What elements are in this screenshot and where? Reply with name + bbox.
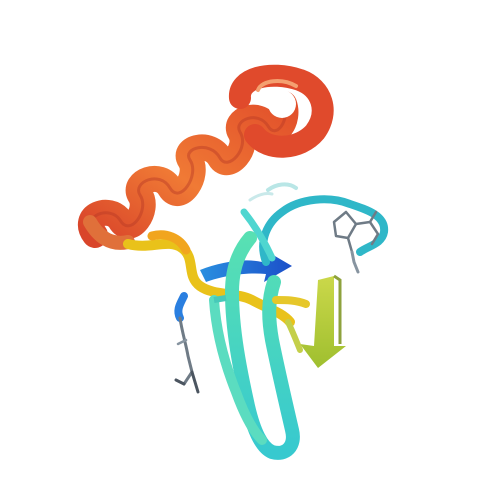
alpha-helix (78, 64, 334, 250)
sidechains (174, 210, 380, 394)
cyan-loop (240, 182, 389, 266)
beta-hairpin (209, 231, 300, 460)
yellow-green-strand (272, 274, 346, 368)
